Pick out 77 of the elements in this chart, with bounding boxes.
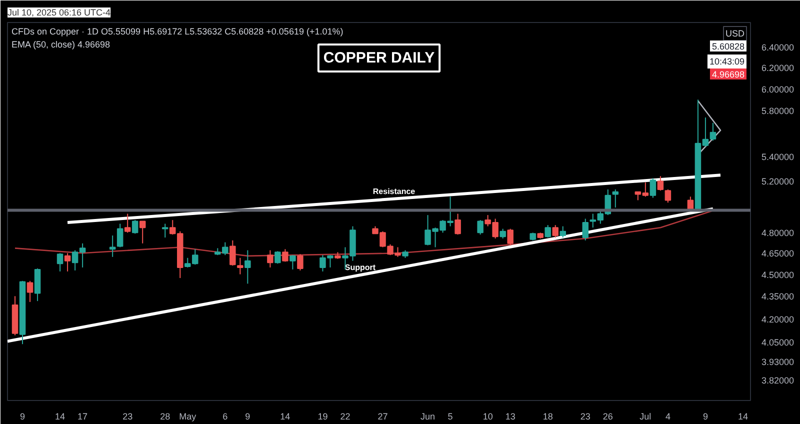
annotation: EMA (50, close) 4.96698 <box>12 40 110 50</box>
text: COPPER DAILY <box>323 50 435 66</box>
candlestick <box>244 250 251 284</box>
candlestick <box>26 280 34 302</box>
x-tick-label: 23 <box>122 412 133 422</box>
annotation: 10:43:09 <box>709 56 745 66</box>
annotation: CFDs on Copper · 1D O5.55099 H5.69172 L5.53632 C5.60828 +0.05619 (+1.01%) <box>12 26 344 36</box>
y-tick-label: 4.05000 <box>762 338 794 348</box>
candlestick <box>64 252 71 272</box>
candlestick <box>582 218 589 241</box>
x-tick-label: 9 <box>702 412 708 422</box>
candlestick <box>650 178 656 198</box>
candlestick <box>267 250 274 268</box>
candlestick <box>664 188 672 204</box>
candlestick <box>162 223 168 238</box>
candlestick <box>282 248 288 262</box>
x-tick-label: 14 <box>280 412 290 422</box>
candlestick <box>132 220 138 234</box>
x-tick-label: 19 <box>318 412 328 422</box>
candlestick <box>500 228 506 239</box>
candlestick <box>454 213 461 236</box>
x-tick-label: 14 <box>738 412 748 422</box>
x-tick-label: 27 <box>378 412 388 422</box>
x-tick-label: 6 <box>222 412 228 422</box>
x-tick-label: Jun <box>420 412 436 422</box>
series-label: Support <box>344 263 376 272</box>
x-tick-label: 28 <box>160 412 170 422</box>
candlestick <box>560 226 566 238</box>
text: Jul 10, 2025 06:16 UTC-4 <box>8 8 111 18</box>
x-tick-label: 9 <box>20 412 26 422</box>
series-label: Resistance <box>372 186 416 196</box>
x-tick-label: 5 <box>448 412 453 422</box>
x-tick-label: 13 <box>505 412 516 422</box>
y-tick-label: 3.93000 <box>762 357 794 368</box>
candlestick <box>124 213 131 234</box>
y-tick-label: 6.00000 <box>762 84 794 94</box>
y-tick-label: 4.65000 <box>762 248 794 259</box>
y-tick-label: 6.40000 <box>762 42 794 53</box>
candlestick <box>544 224 551 238</box>
candlestick <box>477 220 484 236</box>
y-tick-label: 6.20000 <box>762 63 794 74</box>
candlestick <box>116 223 124 248</box>
x-tick-label: 10 <box>482 412 493 422</box>
x-tick-label: 22 <box>340 412 350 422</box>
candlestick <box>657 176 664 192</box>
x-tick-label: 18 <box>542 412 553 422</box>
y-tick-label: 4.20000 <box>762 314 794 324</box>
candlestick <box>507 228 514 246</box>
x-tick-label: May <box>179 412 197 422</box>
annotation: USD <box>726 28 745 38</box>
candlestick <box>139 220 146 244</box>
x-tick-label: 14 <box>55 412 66 422</box>
annotation: 4.96698 <box>712 70 745 80</box>
x-tick-label: 4 <box>665 412 670 422</box>
candlestick <box>230 240 236 266</box>
annotation: 5.60828 <box>712 42 745 52</box>
candlestick <box>290 254 296 270</box>
x-tick-label: 23 <box>580 412 590 422</box>
y-tick-label: 3.82000 <box>762 375 794 386</box>
y-tick-label: 5.40000 <box>762 152 794 162</box>
candlestick <box>274 250 281 264</box>
y-tick-label: 5.20000 <box>762 176 794 187</box>
y-tick-label: 4.50000 <box>762 270 794 280</box>
x-tick-label: 17 <box>78 412 88 422</box>
x-tick-label: 9 <box>245 412 250 422</box>
x-tick-label: Jul <box>640 412 652 422</box>
candlestick <box>56 252 64 272</box>
line-series <box>14 210 714 257</box>
candlestick <box>237 257 244 275</box>
y-tick-label: 4.80000 <box>762 228 794 238</box>
candlestick <box>552 224 558 238</box>
candlestick <box>109 235 116 258</box>
candlestick <box>297 254 304 271</box>
y-tick-label: 4.35000 <box>762 292 794 302</box>
y-tick-label: 5.80000 <box>762 106 794 116</box>
candlestick <box>34 268 41 302</box>
x-tick-label: 26 <box>602 412 613 422</box>
